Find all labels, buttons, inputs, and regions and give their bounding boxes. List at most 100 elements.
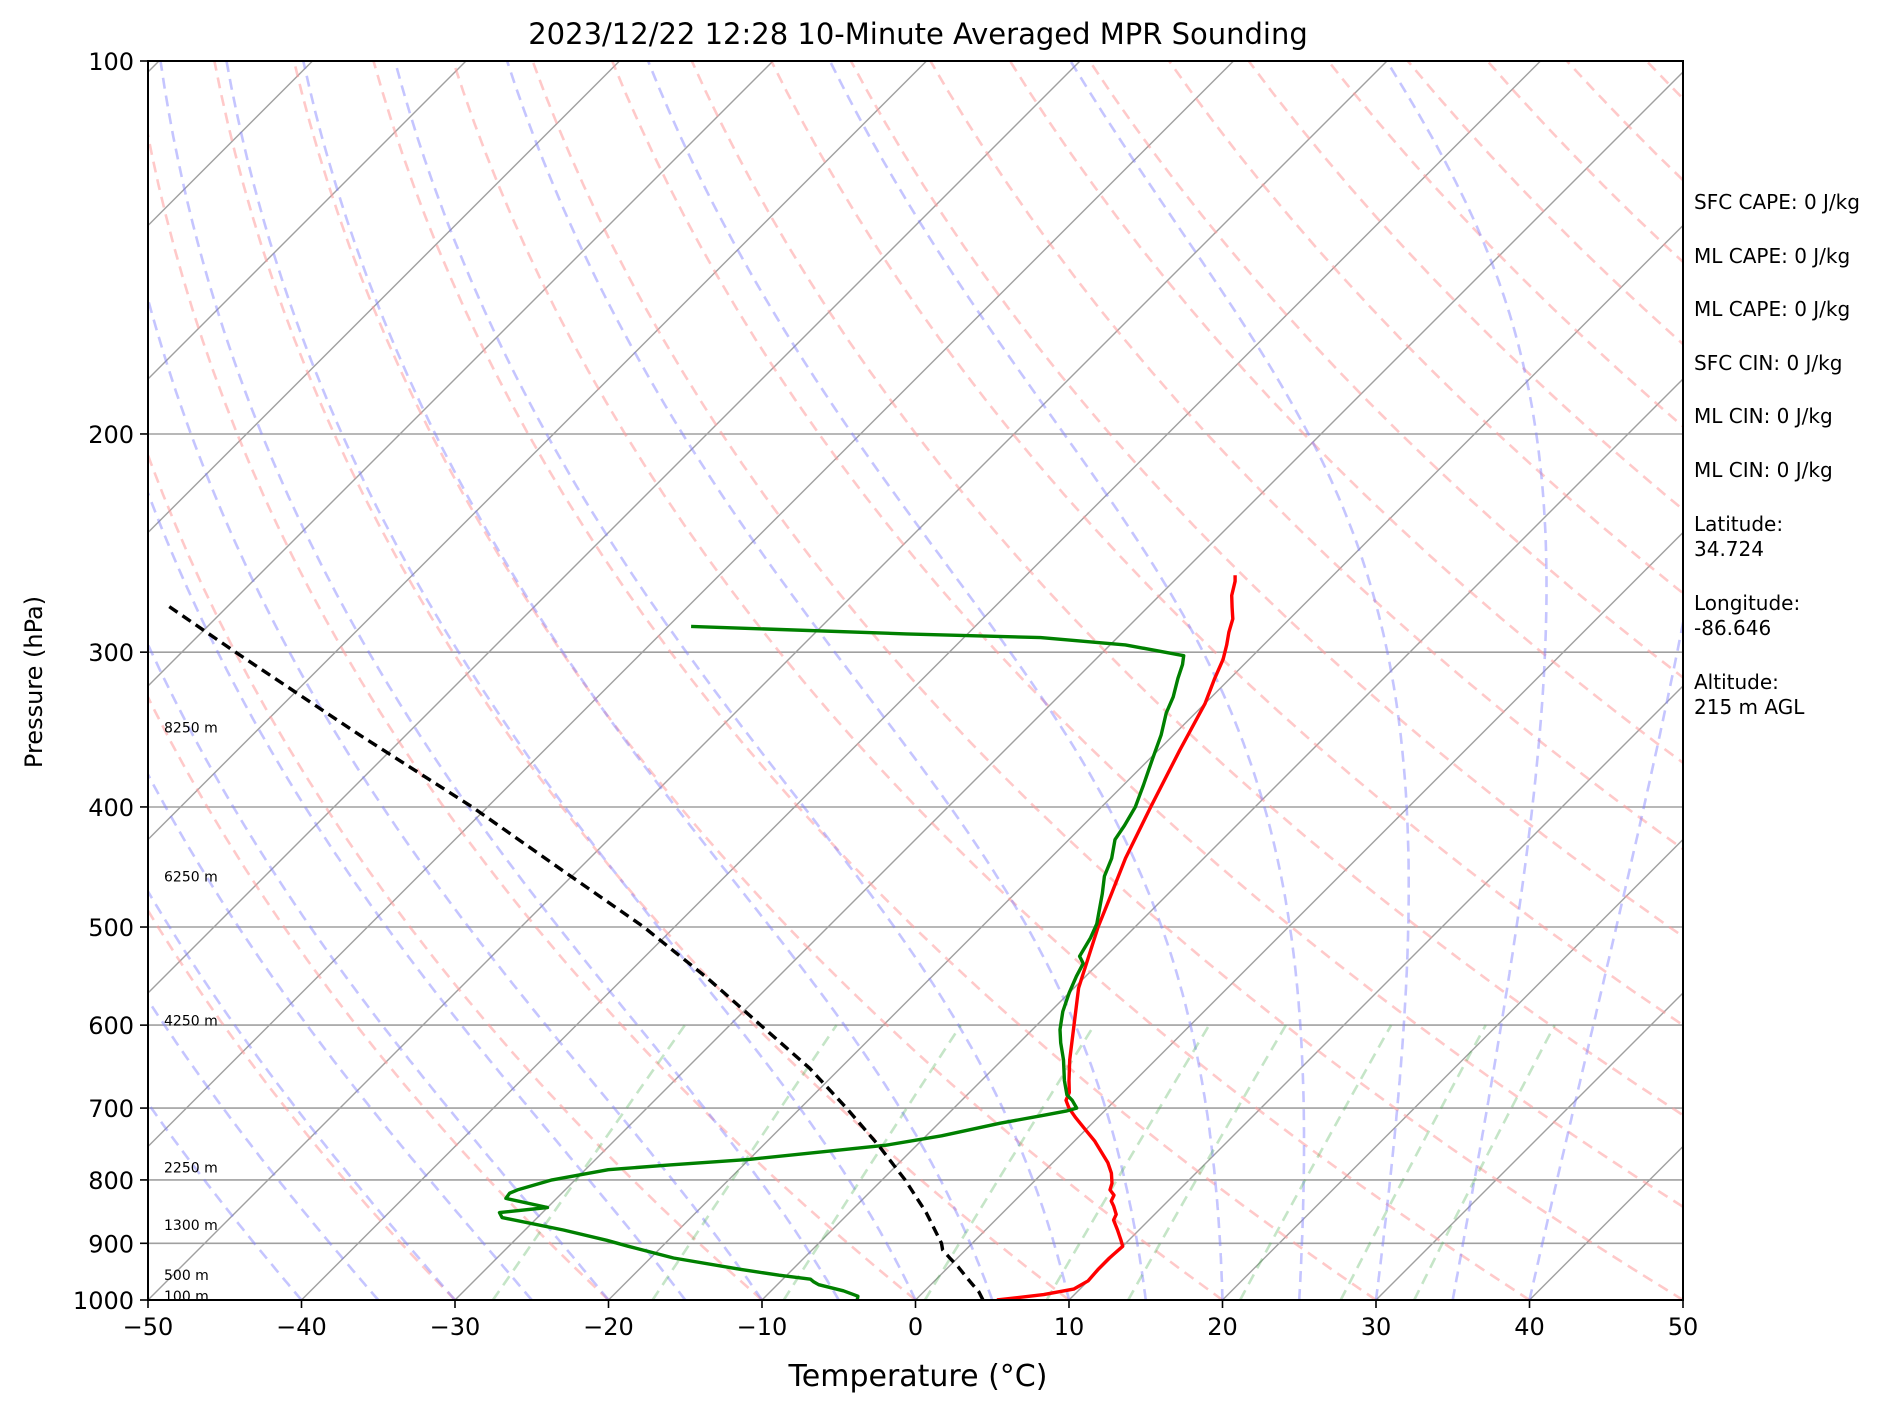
isotherm-line bbox=[1222, 838, 1683, 1300]
mixing-ratio-line bbox=[1238, 1024, 1393, 1300]
x-tick-label: 20 bbox=[1207, 1313, 1238, 1341]
dry-adiabat-line bbox=[690, 61, 1683, 1117]
y-tick-label: 500 bbox=[88, 914, 134, 942]
x-tick-label: 30 bbox=[1361, 1313, 1392, 1341]
height-label: 6250 m bbox=[164, 869, 218, 885]
isotherm-line bbox=[0, 61, 6, 1300]
dry-adiabat-line bbox=[770, 61, 1683, 1027]
temperature-trace bbox=[996, 575, 1237, 1300]
moist-adiabat-line bbox=[148, 1101, 303, 1300]
dry-adiabat-line bbox=[148, 908, 456, 1300]
y-tick-label: 700 bbox=[88, 1095, 134, 1123]
moist-adiabat-line bbox=[1069, 61, 1410, 1300]
isotherm-line bbox=[148, 61, 620, 534]
y-tick-label: 300 bbox=[88, 639, 134, 667]
height-label: 8250 m bbox=[164, 720, 218, 736]
moist-adiabat-line bbox=[393, 61, 1071, 1300]
moist-adiabat-line bbox=[148, 489, 687, 1300]
y-tick-label: 900 bbox=[88, 1230, 134, 1258]
moist-adiabat-line bbox=[302, 61, 994, 1300]
dewpoint-trace bbox=[497, 624, 1186, 1300]
dry-adiabat-line bbox=[1168, 61, 1683, 595]
latitude-value: 34.724 bbox=[1694, 537, 1764, 561]
mixing-ratio-line bbox=[491, 1024, 686, 1300]
isotherm-line bbox=[148, 61, 467, 380]
chart-title: 2023/12/22 12:28 10-Minute Averaged MPR … bbox=[528, 17, 1308, 51]
latitude-label: Latitude: bbox=[1694, 512, 1784, 536]
mixing-ratio-line bbox=[1339, 1024, 1487, 1300]
dry-adiabat-line bbox=[292, 61, 1224, 1300]
dry-adiabat-line bbox=[451, 61, 1531, 1300]
mixing-ratio-line bbox=[1413, 1024, 1556, 1300]
y-tick-label: 200 bbox=[88, 421, 134, 449]
moist-adiabat-line bbox=[148, 641, 610, 1300]
isotherm-line bbox=[148, 61, 774, 687]
altitude-value: 215 m AGL bbox=[1694, 695, 1805, 719]
y-tick-label: 100 bbox=[88, 48, 134, 76]
height-label: 2250 m bbox=[164, 1161, 218, 1177]
x-tick-label: 10 bbox=[1054, 1313, 1085, 1341]
parcel-profile-trace bbox=[166, 603, 985, 1300]
isotherm-line bbox=[1375, 992, 1683, 1300]
dry-adiabat-line bbox=[1008, 61, 1683, 765]
ml-cape-text: ML CAPE: 0 J/kg bbox=[1694, 244, 1851, 268]
dry-adiabat-line bbox=[148, 451, 763, 1300]
sfc-cape-text: SFC CAPE: 0 J/kg bbox=[1694, 190, 1860, 214]
dry-adiabat-line bbox=[1247, 61, 1683, 512]
longitude-value: -86.646 bbox=[1694, 616, 1772, 640]
moist-adiabat-line bbox=[159, 61, 840, 1300]
x-tick-label: −40 bbox=[276, 1313, 327, 1341]
isotherm-line bbox=[1068, 685, 1683, 1300]
dry-adiabat-line bbox=[213, 61, 1070, 1300]
isotherm-line bbox=[301, 61, 1541, 1300]
isotherm-line bbox=[608, 224, 1683, 1300]
plot-frame bbox=[147, 60, 1684, 1301]
moist-adiabat-line bbox=[148, 997, 380, 1300]
x-tick-label: −20 bbox=[583, 1313, 634, 1341]
isotherm-line bbox=[761, 378, 1683, 1300]
x-tick-label: −30 bbox=[430, 1313, 481, 1341]
height-label: 100 m bbox=[164, 1289, 209, 1305]
dry-adiabat-line bbox=[1088, 61, 1683, 680]
x-tick-label: 50 bbox=[1668, 1313, 1699, 1341]
x-tick-label: −10 bbox=[737, 1313, 788, 1341]
y-tick-label: 800 bbox=[88, 1167, 134, 1195]
moist-adiabat-line bbox=[505, 61, 1148, 1300]
dry-adiabat-line bbox=[531, 61, 1683, 1300]
dry-adiabat-line bbox=[372, 61, 1377, 1300]
ml-cape-text-2: ML CAPE: 0 J/kg bbox=[1694, 297, 1851, 321]
longitude-label: Longitude: bbox=[1694, 591, 1801, 615]
altitude-label: Altitude: bbox=[1694, 670, 1779, 694]
mixing-ratio-line bbox=[782, 1024, 962, 1300]
sfc-cin-text: SFC CIN: 0 J/kg bbox=[1694, 351, 1843, 375]
isotherm-line bbox=[454, 71, 1683, 1300]
isotherm-line bbox=[148, 61, 1081, 994]
isotherm-line bbox=[148, 61, 927, 841]
y-tick-label: 600 bbox=[88, 1012, 134, 1040]
moist-adiabat-line bbox=[225, 61, 917, 1300]
dry-adiabat-line bbox=[610, 61, 1683, 1209]
dry-adiabat-line bbox=[1327, 61, 1683, 429]
ml-cin-text-2: ML CIN: 0 J/kg bbox=[1694, 458, 1833, 482]
ml-cin-text: ML CIN: 0 J/kg bbox=[1694, 404, 1833, 428]
height-label: 1300 m bbox=[164, 1218, 218, 1234]
height-label: 500 m bbox=[164, 1268, 209, 1284]
y-tick-label: 400 bbox=[88, 794, 134, 822]
height-label: 4250 m bbox=[164, 1014, 218, 1030]
moist-adiabat-line bbox=[148, 294, 764, 1300]
moist-adiabat-line bbox=[646, 61, 1224, 1300]
x-tick-label: 40 bbox=[1514, 1313, 1545, 1341]
mixing-ratio-line bbox=[651, 1024, 838, 1300]
x-axis-label: Temperature (°C) bbox=[788, 1359, 1048, 1394]
isotherm-line bbox=[148, 61, 1388, 1300]
isotherm-line bbox=[915, 531, 1683, 1300]
moist-adiabat-line bbox=[148, 888, 456, 1300]
y-tick-label: 1000 bbox=[73, 1287, 134, 1315]
moist-adiabat-line bbox=[1385, 61, 1548, 1300]
dry-adiabat-line bbox=[1406, 61, 1683, 346]
moist-adiabat-line bbox=[1528, 616, 1683, 1300]
x-tick-label: −50 bbox=[123, 1313, 174, 1341]
x-tick-label: 0 bbox=[908, 1313, 923, 1341]
moist-adiabat-line bbox=[828, 61, 1306, 1300]
